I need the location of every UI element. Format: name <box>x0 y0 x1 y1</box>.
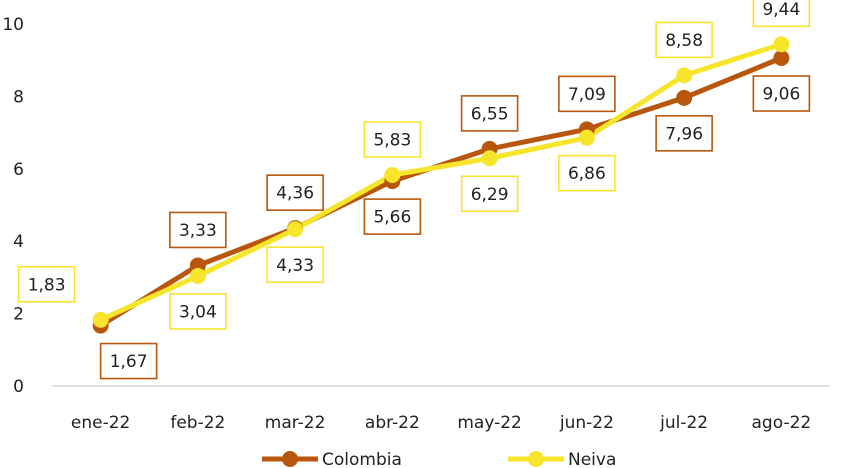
series-line-neiva <box>98 41 784 323</box>
data-label-neiva: 6,86 <box>558 154 616 192</box>
data-label-neiva: 4,33 <box>266 246 324 284</box>
y-tick-label: 0 <box>13 377 24 397</box>
data-label-colombia: 9,06 <box>752 75 811 112</box>
legend-item-colombia: Colombia <box>262 450 402 468</box>
legend-swatch-marker <box>528 451 544 467</box>
x-tick-label: feb-22 <box>170 413 225 433</box>
data-label-text: 6,55 <box>471 104 509 124</box>
y-tick-label: 8 <box>13 87 24 107</box>
data-point-neiva <box>773 36 790 53</box>
data-label-text: 1,83 <box>28 275 66 295</box>
series-markers <box>92 36 790 334</box>
x-tick-label: abr-22 <box>365 413 420 433</box>
data-label-text: 9,44 <box>762 0 800 20</box>
data-point-neiva <box>578 129 595 146</box>
data-label-neiva: 9,44 <box>752 0 811 28</box>
legend: Colombia Neiva <box>262 450 616 468</box>
x-tick-label: ene-22 <box>71 413 130 433</box>
data-point-neiva <box>189 267 206 284</box>
data-point-neiva <box>481 150 498 167</box>
data-label-neiva: 6,29 <box>460 175 519 213</box>
data-label-text: 6,86 <box>568 164 606 184</box>
data-point-neiva <box>287 221 304 238</box>
data-label-colombia: 1,67 <box>99 342 158 380</box>
y-tick-label: 4 <box>13 232 24 252</box>
data-label-neiva: 1,83 <box>17 265 76 303</box>
y-tick-label: 2 <box>13 305 24 325</box>
y-tick-label: 10 <box>2 15 24 35</box>
data-label-text: 9,06 <box>762 85 800 105</box>
data-label-text: 7,09 <box>568 85 606 105</box>
data-label-colombia: 4,36 <box>266 174 324 211</box>
series-lines <box>98 41 784 328</box>
data-label-text: 3,04 <box>179 302 217 322</box>
legend-label: Neiva <box>568 450 616 468</box>
data-label-colombia: 7,09 <box>558 75 616 113</box>
data-label-colombia: 7,96 <box>655 115 713 152</box>
data-label-text: 7,96 <box>665 124 703 144</box>
y-tick-label: 6 <box>13 160 24 180</box>
data-label-text: 3,33 <box>179 221 217 241</box>
y-axis: 0 2 4 6 8 10 <box>2 15 24 397</box>
data-label-colombia: 5,66 <box>363 198 422 235</box>
data-label-text: 4,33 <box>276 256 314 276</box>
data-label-neiva: 3,04 <box>169 293 227 330</box>
data-label-neiva: 8,58 <box>655 21 713 59</box>
data-label-text: 5,83 <box>373 130 411 150</box>
data-labels: 1,67 3,33 4,36 5,66 6,55 7,09 7,96 9,06 1,83 3,04… <box>17 0 811 380</box>
legend-swatch-marker <box>282 451 298 467</box>
legend-item-neiva: Neiva <box>508 450 616 468</box>
data-label-text: 6,29 <box>471 185 509 205</box>
data-point-colombia <box>773 50 790 67</box>
x-tick-label: may-22 <box>457 413 522 433</box>
data-point-neiva <box>92 311 109 328</box>
data-label-colombia: 6,55 <box>460 95 519 132</box>
data-label-text: 4,36 <box>276 184 314 204</box>
x-tick-label: jun-22 <box>559 413 614 433</box>
data-point-neiva <box>676 67 693 84</box>
data-point-neiva <box>384 166 401 183</box>
data-label-text: 8,58 <box>665 31 703 51</box>
data-label-text: 5,66 <box>373 208 411 228</box>
data-label-colombia: 3,33 <box>169 211 227 249</box>
x-tick-label: jul-22 <box>659 413 708 433</box>
data-point-colombia <box>676 89 693 106</box>
data-label-text: 1,67 <box>110 352 148 372</box>
x-tick-label: ago-22 <box>752 413 812 433</box>
legend-label: Colombia <box>322 450 402 468</box>
x-axis: ene-22 feb-22 mar-22 abr-22 may-22 jun-22 jul-… <box>71 413 811 433</box>
data-label-neiva: 5,83 <box>363 121 422 158</box>
x-tick-label: mar-22 <box>265 413 326 433</box>
